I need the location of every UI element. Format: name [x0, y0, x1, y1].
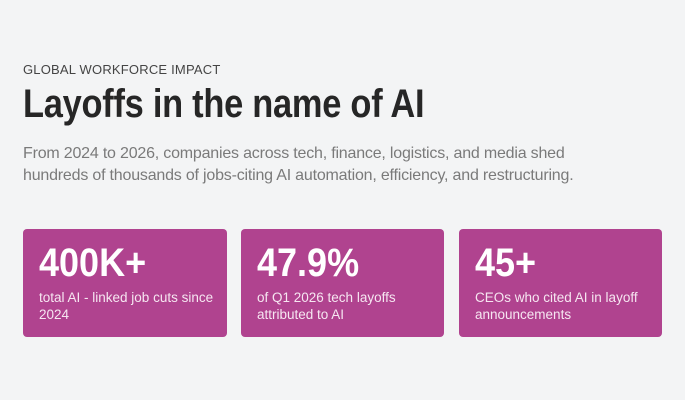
stat-value: 400K+ [39, 241, 147, 285]
stat-card-tech-layoffs: 47.9% of Q1 2026 tech layoffs attributed… [241, 229, 444, 337]
stat-label: total AI - linked job cuts since 2024 [39, 290, 214, 322]
intro-paragraph: From 2024 to 2026, companies across tech… [23, 145, 574, 184]
stat-value: 45+ [475, 241, 537, 285]
eyebrow-label: GLOBAL WORKFORCE IMPACT [23, 62, 221, 77]
stat-card-job-cuts: 400K+ total AI - linked job cuts since 2… [23, 229, 227, 337]
stat-label: of Q1 2026 tech layoffs attributed to AI [257, 290, 396, 322]
stat-value: 47.9% [257, 241, 360, 285]
stat-card-ceos: 45+ CEOs who cited AI in layoff announce… [459, 229, 662, 337]
page-title: Layoffs in the name of AI [23, 82, 425, 126]
stat-label: CEOs who cited AI in layoff announcement… [475, 290, 638, 322]
